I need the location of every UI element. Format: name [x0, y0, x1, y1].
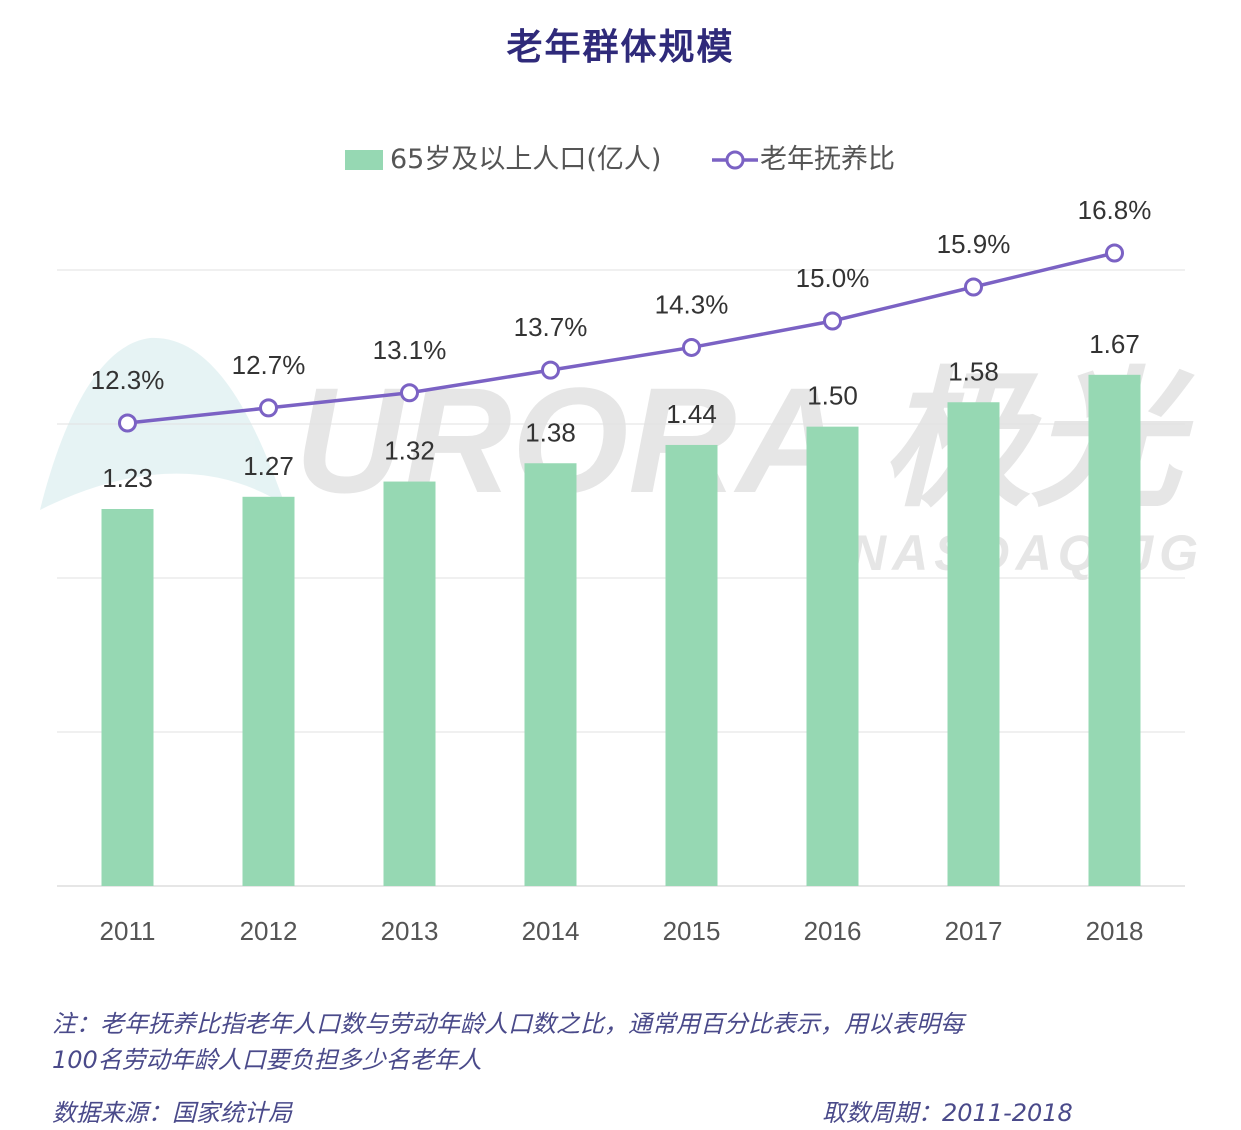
bar-2013	[383, 481, 436, 886]
bar-label-2015: 1.44	[666, 399, 717, 429]
footnote-line-2: 100名劳动年龄人口要负担多少名老年人	[52, 1046, 482, 1074]
legend-line-marker	[725, 150, 745, 170]
x-tick-label: 2017	[945, 916, 1003, 946]
line-path	[127, 251, 1115, 425]
x-tick-label: 2013	[381, 916, 439, 946]
bar-2014	[524, 463, 577, 886]
line-point-2014	[541, 360, 560, 380]
x-tick-label: 2015	[663, 916, 721, 946]
chart-title: 老年群体规模	[506, 27, 735, 68]
line-label-2016: 15.0%	[796, 263, 870, 293]
line-label-2017: 15.9%	[937, 229, 1011, 259]
bar-2012	[242, 496, 295, 886]
bar-2011	[101, 509, 154, 886]
chart-canvas: URORA 极光 NASDAQ:JG 1.23 1.271.321.381.441…	[40, 144, 1204, 946]
x-tick-label: 2014	[522, 916, 580, 946]
x-tick-label: 2011	[100, 916, 156, 946]
bar-label-2016: 1.50	[807, 381, 858, 411]
bar-2017	[947, 402, 1000, 886]
bar-2018	[1088, 374, 1141, 886]
bar-label-2018: 1.67	[1089, 329, 1140, 359]
bar-label-2013: 1.32	[384, 436, 435, 466]
line-label-2011: 12.3%	[91, 365, 165, 395]
legend-line-label: 老年抚养比	[760, 144, 895, 175]
data-source: 数据来源：国家统计局	[52, 1099, 292, 1127]
line-label-2014: 13.7%	[514, 312, 588, 342]
line-point-2011	[118, 413, 137, 433]
footnote-line-1: 注：老年抚养比指老年人口数与劳动年龄人口数之比，通常用百分比表示，用以表明每	[52, 1010, 964, 1038]
line-point-2018	[1105, 243, 1124, 263]
bar-label-2012: 1.27	[243, 451, 294, 481]
legend: 65岁及以上人口(亿人) 老年抚养比	[345, 144, 895, 175]
line-point-2015	[682, 337, 701, 357]
svg-text:URORA 极光: URORA 极光	[295, 356, 1195, 524]
bar-2015	[665, 444, 718, 886]
x-tick-label: 2016	[804, 916, 862, 946]
line-series: 12.3% 12.7% 13.1% 13.7% 14.3% 15.0% 15.9% 16.8%	[91, 195, 1152, 433]
legend-bar-swatch	[345, 150, 383, 170]
line-point-2012	[259, 398, 278, 418]
bar-label-2011: 1.23	[102, 463, 153, 493]
x-tick-label: 2018	[1086, 916, 1144, 946]
line-label-2015: 14.3%	[655, 289, 729, 319]
line-point-2017	[964, 277, 983, 297]
x-axis: 2011 2012 2013 2014 2015 2016 2017 2018	[100, 916, 1144, 946]
line-point-2013	[400, 383, 419, 403]
bar-label-2017: 1.58	[948, 356, 999, 386]
x-tick-label: 2012	[240, 916, 298, 946]
svg-text:NASDAQ:JG: NASDAQ:JG	[850, 525, 1204, 581]
line-point-2016	[823, 311, 842, 331]
watermark: URORA 极光 NASDAQ:JG	[40, 337, 1204, 581]
line-label-2012: 12.7%	[232, 350, 306, 380]
bar-2016	[806, 426, 859, 886]
bar-series: 1.23 1.27 1.32 1.38 1.44 1.50 1.58 1.67	[101, 329, 1141, 886]
bar-label-2014: 1.38	[525, 417, 576, 447]
legend-bar-label: 65岁及以上人口(亿人)	[390, 144, 661, 175]
line-label-2018: 16.8%	[1078, 195, 1152, 225]
data-period: 取数周期：2011-2018	[822, 1099, 1073, 1127]
line-label-2013: 13.1%	[373, 335, 447, 365]
